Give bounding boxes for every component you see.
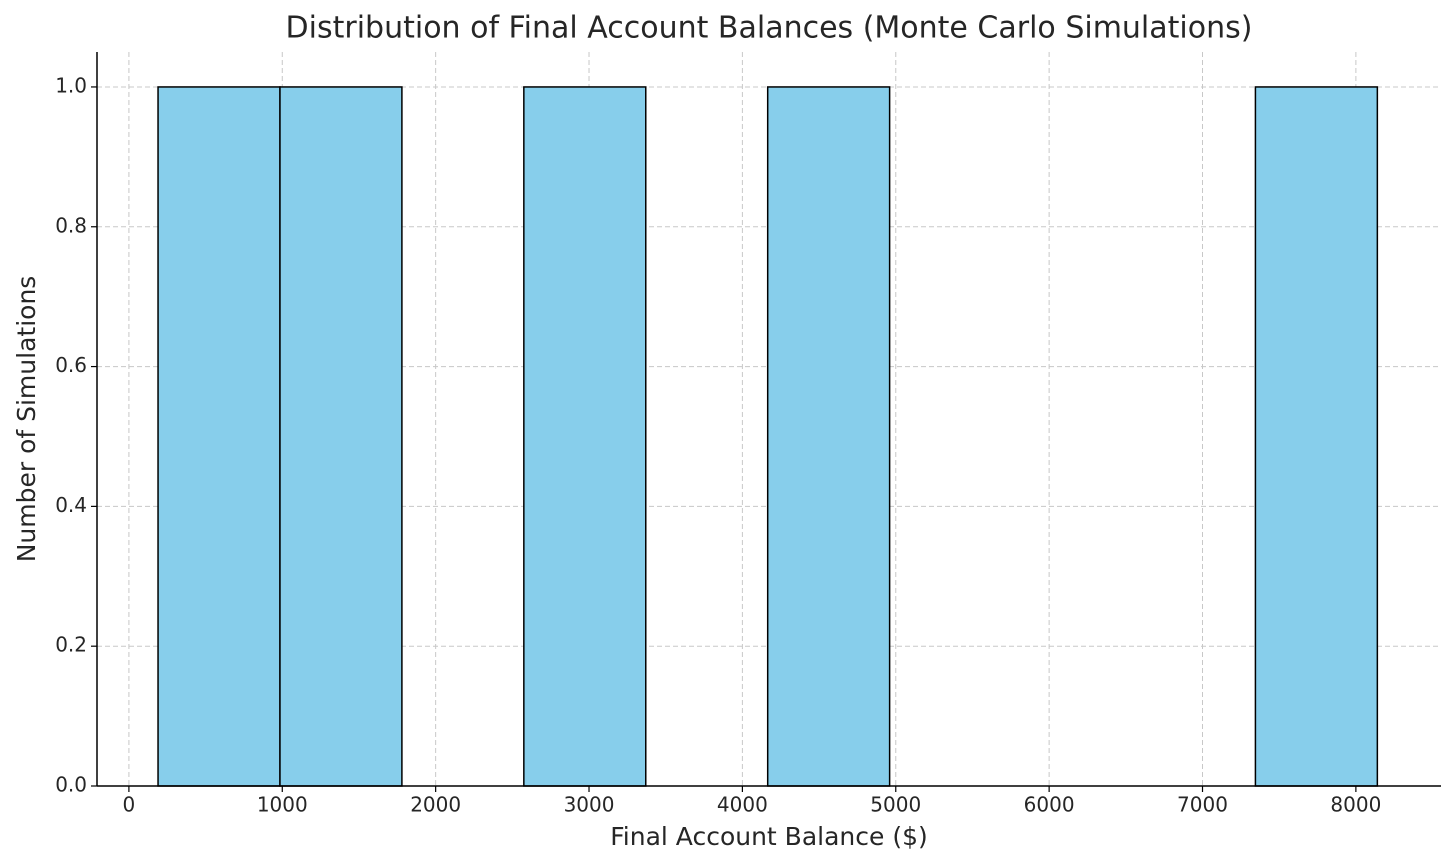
x-tick-label: 6000	[1024, 793, 1075, 817]
x-tick-label: 8000	[1330, 793, 1381, 817]
y-tick-label: 0.8	[55, 213, 87, 237]
x-tick-label: 3000	[564, 793, 615, 817]
x-tick-label: 2000	[410, 793, 461, 817]
y-tick-label: 0.2	[55, 633, 87, 657]
x-tick-label: 4000	[717, 793, 768, 817]
y-axis-label: Number of Simulations	[12, 276, 41, 563]
x-axis-label: Final Account Balance ($)	[610, 822, 928, 851]
y-tick-label: 0.0	[55, 773, 87, 797]
histogram-bar	[523, 86, 647, 787]
y-tick-label: 0.4	[55, 493, 87, 517]
chart-title: Distribution of Final Account Balances (…	[286, 11, 1253, 46]
y-tick-label: 1.0	[55, 73, 87, 97]
histogram-bar	[157, 86, 281, 787]
y-tick-label: 0.6	[55, 353, 87, 377]
histogram-bar	[1254, 86, 1379, 787]
histogram-bar	[766, 86, 891, 787]
x-tick-label: 0	[123, 793, 136, 817]
x-tick-label: 5000	[870, 793, 921, 817]
histogram-bar	[279, 86, 403, 787]
x-tick-label: 7000	[1177, 793, 1228, 817]
x-tick-label: 1000	[257, 793, 308, 817]
